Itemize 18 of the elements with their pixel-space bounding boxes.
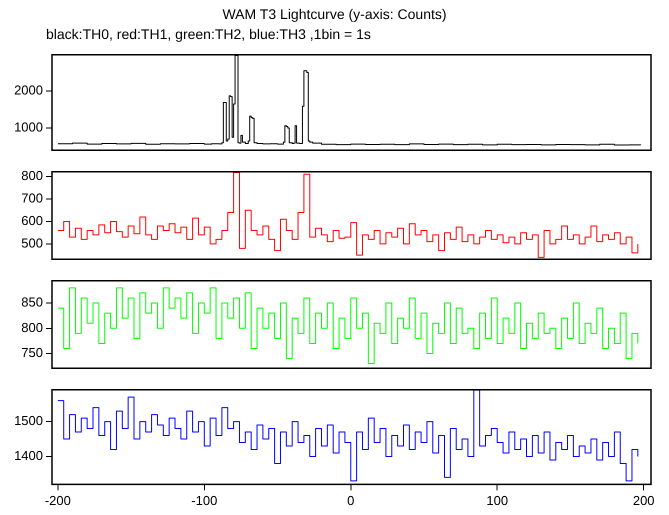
x-tick-label: -200: [44, 492, 71, 508]
y-tick-label: 500: [21, 236, 43, 250]
y-tick-label: 1000: [14, 120, 43, 135]
y-tick-label: 2000: [14, 82, 43, 98]
y-tick-label: 800: [21, 168, 43, 184]
chart-subtitle: black:TH0, red:TH1, green:TH2, blue:TH3 ,1bin = 1s: [45, 25, 372, 44]
x-tick-label: 200: [632, 492, 655, 508]
x-tick-label: -100: [191, 492, 218, 508]
y-tick-label: 850: [21, 294, 43, 310]
y-tick-label: 600: [21, 213, 43, 228]
chart-title: WAM T3 Lightcurve (y-axis: Counts): [221, 5, 448, 24]
y-tick-label: 1500: [14, 413, 43, 428]
x-tick-label: 100: [486, 492, 508, 508]
y-tick-label: 750: [21, 345, 43, 360]
x-tick-label: 0: [347, 492, 354, 508]
y-tick-label: 800: [21, 320, 43, 335]
y-tick-label: 1400: [14, 448, 43, 464]
y-tick-label: 700: [21, 190, 43, 206]
